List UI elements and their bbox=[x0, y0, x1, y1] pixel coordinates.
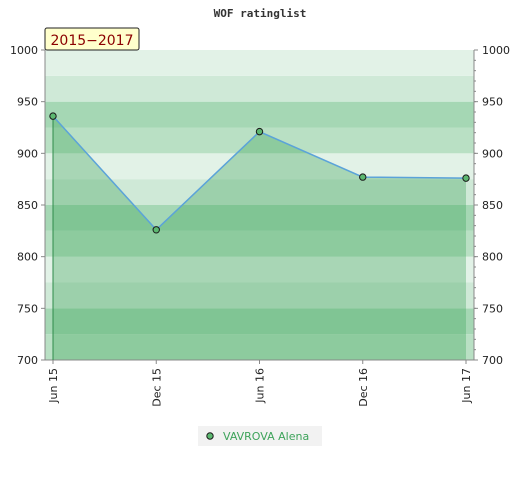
period-badge: 2015−2017 bbox=[44, 27, 140, 51]
data-point[interactable] bbox=[359, 173, 367, 181]
y-tick-label-left: 900 bbox=[17, 147, 38, 160]
legend-label[interactable]: VAVROVA Alena bbox=[223, 430, 309, 443]
band bbox=[45, 153, 474, 180]
band bbox=[45, 230, 474, 257]
band bbox=[45, 256, 474, 283]
x-tick-label: Jun 16 bbox=[254, 368, 267, 404]
y-tick-label-left: 800 bbox=[17, 251, 38, 264]
x-tick-label: Jun 17 bbox=[460, 368, 473, 404]
band bbox=[45, 101, 474, 128]
band bbox=[45, 282, 474, 309]
data-point[interactable] bbox=[152, 226, 160, 234]
x-tick-label: Dec 16 bbox=[357, 368, 370, 407]
y-axis-right: 700 750 800 850 900 950 1000 bbox=[474, 44, 510, 367]
band bbox=[45, 75, 474, 102]
data-point[interactable] bbox=[255, 127, 264, 136]
x-axis: Jun 15 Dec 15 Jun 16 Dec 16 Jun 17 bbox=[47, 360, 473, 407]
x-tick-label: Dec 15 bbox=[150, 368, 163, 407]
y-tick-label-left: 850 bbox=[17, 199, 38, 212]
y-tick-label-right: 900 bbox=[482, 147, 503, 160]
y-tick-label-right: 800 bbox=[482, 251, 503, 264]
y-tick-label-right: 850 bbox=[482, 199, 503, 212]
y-tick-label-right: 1000 bbox=[482, 44, 510, 57]
y-axis-left: 700 750 800 850 900 950 1000 bbox=[10, 44, 45, 367]
y-tick-label-right: 700 bbox=[482, 354, 503, 367]
legend-box bbox=[198, 426, 322, 446]
y-tick-label-left: 1000 bbox=[10, 44, 38, 57]
band bbox=[45, 334, 474, 360]
band bbox=[45, 205, 474, 231]
band bbox=[45, 179, 474, 205]
period-badge-label: 2015−2017 bbox=[51, 33, 134, 49]
chart-title: WOF ratinglist bbox=[214, 7, 307, 20]
band bbox=[45, 50, 474, 76]
band bbox=[45, 308, 474, 335]
y-tick-label-right: 750 bbox=[482, 302, 503, 315]
y-tick-label-left: 750 bbox=[17, 302, 38, 315]
x-tick-label: Jun 15 bbox=[47, 368, 60, 404]
legend-marker bbox=[206, 432, 214, 440]
legend[interactable]: VAVROVA Alena bbox=[198, 426, 322, 446]
y-tick-label-left: 700 bbox=[17, 354, 38, 367]
background-bands bbox=[45, 50, 474, 360]
y-tick-label-right: 950 bbox=[482, 96, 503, 109]
period-badge-box bbox=[44, 27, 140, 51]
data-point[interactable] bbox=[462, 174, 470, 182]
series-layer bbox=[49, 112, 470, 234]
data-point[interactable] bbox=[49, 112, 57, 120]
y-tick-label-left: 950 bbox=[17, 96, 38, 109]
